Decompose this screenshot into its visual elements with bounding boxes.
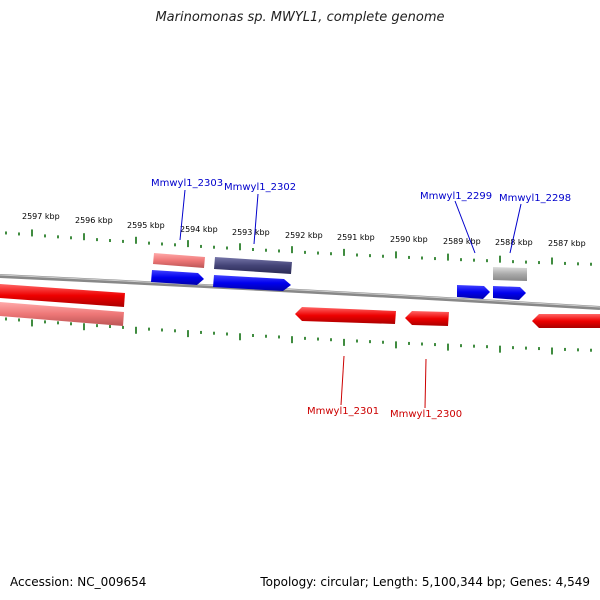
scale-label: 2589 kbp (443, 237, 481, 246)
scale-label: 2593 kbp (232, 228, 270, 237)
gene-left-red[interactable] (0, 284, 125, 307)
scale-label: 2594 kbp (180, 225, 218, 234)
gene-mmwyl1-2300-arrow[interactable] (405, 311, 449, 326)
scale-label: 2587 kbp (548, 239, 586, 248)
scale-ticks-top (5, 229, 592, 266)
gene-mmwyl1-2298-feature[interactable] (493, 267, 527, 281)
gene-mmwyl1-2302-feature[interactable] (214, 257, 292, 274)
gene-left-pink[interactable] (0, 302, 124, 326)
gene-labels: Mmwyl1_2303 Mmwyl1_2302 Mmwyl1_2299 Mmwy… (151, 178, 571, 420)
gene-label-mmwyl1-2298[interactable]: Mmwyl1_2298 (499, 193, 571, 204)
scale-labels: 2597 kbp 2596 kbp 2595 kbp 2594 kbp 2593… (22, 212, 586, 248)
gene-mmwyl1-2298-arrow[interactable] (493, 286, 526, 300)
scale-label: 2595 kbp (127, 221, 165, 230)
scale-label: 2596 kbp (75, 216, 113, 225)
gene-mmwyl1-2301-arrow[interactable] (295, 307, 396, 324)
gene-right-red[interactable] (532, 314, 600, 328)
scale-label: 2591 kbp (337, 233, 375, 242)
gene-label-mmwyl1-2299[interactable]: Mmwyl1_2299 (420, 191, 492, 202)
gene-mmwyl1-2303-arrow[interactable] (151, 270, 204, 285)
label-leaders (179, 189, 522, 409)
gene-mmwyl1-2299-arrow[interactable] (457, 285, 490, 299)
gene-mmwyl1-2303-feature[interactable] (153, 253, 205, 268)
scale-label: 2588 kbp (495, 238, 533, 247)
forward-genes (151, 253, 527, 300)
genome-summary-text: Topology: circular; Length: 5,100,344 bp… (260, 575, 590, 589)
scale-label: 2590 kbp (390, 235, 428, 244)
reverse-genes (0, 284, 600, 328)
gene-label-mmwyl1-2303[interactable]: Mmwyl1_2303 (151, 178, 223, 189)
map-title: Marinomonas sp. MWYL1, complete genome (155, 10, 445, 25)
gene-label-mmwyl1-2300[interactable]: Mmwyl1_2300 (390, 409, 462, 420)
scale-ticks-bottom (5, 317, 592, 355)
scale-label: 2592 kbp (285, 231, 323, 240)
accession-text: Accession: NC_009654 (10, 575, 147, 589)
gene-label-mmwyl1-2301[interactable]: Mmwyl1_2301 (307, 406, 379, 417)
genome-backbone (0, 274, 600, 310)
gene-mmwyl1-2302-arrow[interactable] (213, 275, 291, 291)
scale-label: 2597 kbp (22, 212, 60, 221)
gene-label-mmwyl1-2302[interactable]: Mmwyl1_2302 (224, 182, 296, 193)
